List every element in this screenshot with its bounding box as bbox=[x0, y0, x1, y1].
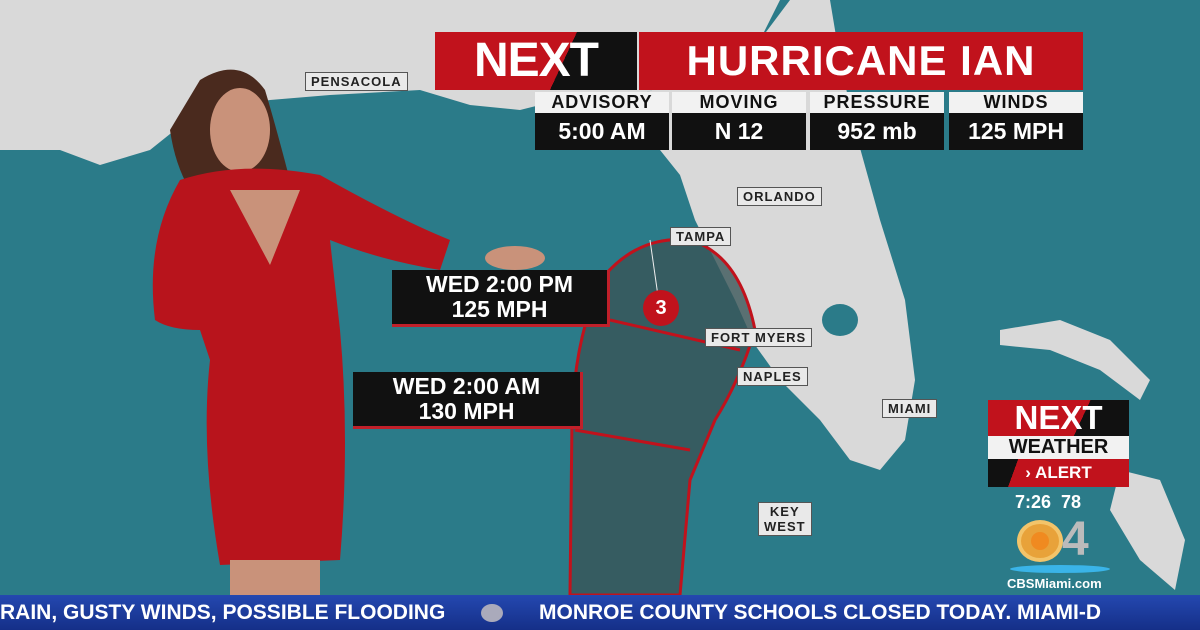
stat-value: 952 mb bbox=[810, 113, 944, 150]
stat-value: 125 MPH bbox=[949, 113, 1083, 150]
bug-next-logo: NEXT bbox=[988, 400, 1129, 436]
city-label-key-west: KEY WEST bbox=[758, 502, 812, 536]
next-logo: NEXT bbox=[435, 32, 637, 90]
bahamas-land bbox=[1000, 320, 1185, 590]
bug-alert-label: ALERT bbox=[1035, 463, 1092, 482]
ticker-item: MONROE COUNTY SCHOOLS CLOSED TODAY. MIAM… bbox=[539, 601, 1101, 624]
clock-time: 7:26 bbox=[1015, 492, 1052, 512]
stat-pressure: PRESSURE 952 mb bbox=[810, 92, 944, 150]
key-west-line2: WEST bbox=[764, 519, 806, 534]
wave-logo bbox=[1010, 565, 1110, 573]
station-website: CBSMiami.com bbox=[1007, 576, 1102, 591]
stat-label: MOVING bbox=[672, 92, 806, 113]
lake-okeechobee bbox=[822, 304, 858, 336]
weather-alert-bug: NEXT WEATHER › ALERT bbox=[988, 400, 1129, 487]
bug-weather-text: WEATHER bbox=[988, 436, 1129, 459]
stat-label: WINDS bbox=[949, 92, 1083, 113]
stat-winds: WINDS 125 MPH bbox=[949, 92, 1083, 150]
bug-alert-text: › ALERT bbox=[988, 459, 1129, 487]
forecast-point-wed-pm: WED 2:00 PM 125 MPH bbox=[392, 270, 610, 327]
forecast-time: WED 2:00 AM bbox=[392, 373, 541, 399]
forecast-time: WED 2:00 PM bbox=[426, 271, 573, 297]
headline-title: HURRICANE IAN bbox=[639, 32, 1083, 90]
presenter bbox=[152, 69, 545, 595]
city-label-fort-myers: FORT MYERS bbox=[705, 328, 813, 347]
stat-value: 5:00 AM bbox=[535, 113, 669, 150]
storm-category-icon: 3 bbox=[643, 290, 679, 326]
stat-label: PRESSURE bbox=[810, 92, 944, 113]
forecast-winds: 125 MPH bbox=[451, 296, 548, 322]
stat-value: N 12 bbox=[672, 113, 806, 150]
city-label-miami: MIAMI bbox=[882, 399, 938, 418]
cbs-eye-logo bbox=[1017, 520, 1063, 562]
news-ticker: RAIN, GUSTY WINDS, POSSIBLE FLOODING MON… bbox=[0, 595, 1200, 630]
forecast-winds: 130 MPH bbox=[418, 398, 515, 424]
channel-number: 4 bbox=[1062, 513, 1089, 566]
city-label-orlando: ORLANDO bbox=[737, 187, 822, 206]
city-label-naples: NAPLES bbox=[737, 367, 808, 386]
stat-advisory: ADVISORY 5:00 AM bbox=[535, 92, 669, 150]
time-temp: 7:26 78 bbox=[1015, 492, 1081, 513]
stat-label: ADVISORY bbox=[535, 92, 669, 113]
forecast-point-wed-am: WED 2:00 AM 130 MPH bbox=[353, 372, 583, 429]
chevron-right-icon: › bbox=[1025, 463, 1036, 482]
stat-moving: MOVING N 12 bbox=[672, 92, 806, 150]
city-label-pensacola: PENSACOLA bbox=[305, 72, 408, 91]
city-label-tampa: TAMPA bbox=[670, 227, 732, 246]
cbs-eye-separator-icon bbox=[481, 604, 504, 623]
temperature: 78 bbox=[1061, 492, 1082, 512]
ticker-item: RAIN, GUSTY WINDS, POSSIBLE FLOODING bbox=[0, 601, 446, 624]
key-west-line1: KEY bbox=[769, 504, 800, 519]
